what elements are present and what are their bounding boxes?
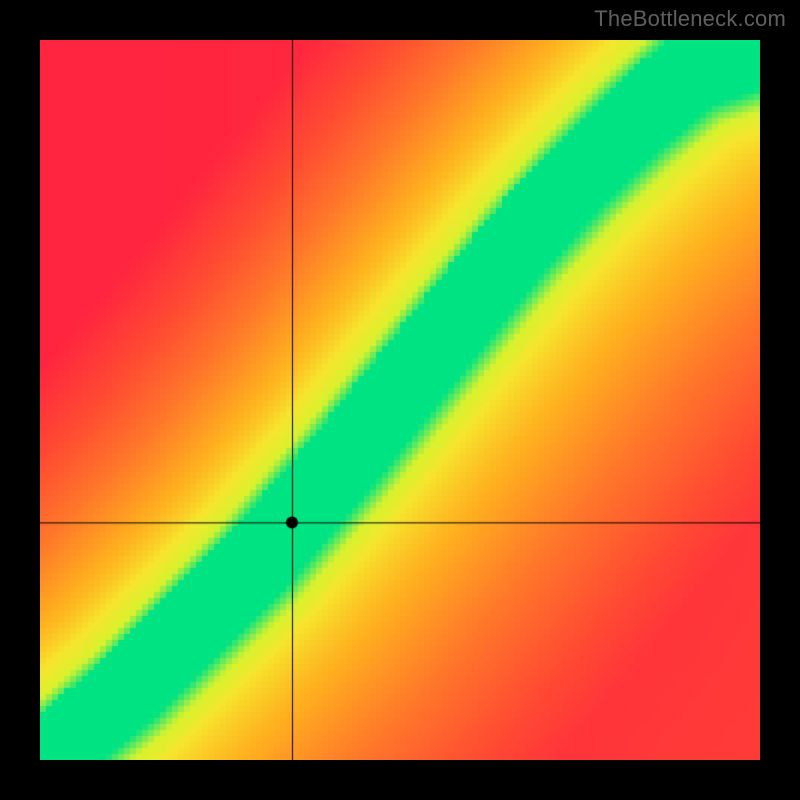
watermark-text: TheBottleneck.com [594,6,786,32]
bottleneck-heatmap [40,40,760,760]
